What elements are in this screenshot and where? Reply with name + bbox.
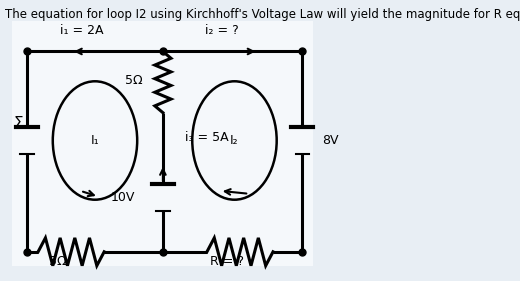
Text: 5Ω: 5Ω xyxy=(125,74,142,87)
Text: 5Ω: 5Ω xyxy=(49,255,67,268)
Text: The equation for loop I2 using Kirchhoff's Voltage Law will yield the magnitude : The equation for loop I2 using Kirchhoff… xyxy=(5,8,520,21)
Text: R = ?: R = ? xyxy=(210,255,244,268)
Text: Σ: Σ xyxy=(13,116,23,131)
Text: i₃ = 5A: i₃ = 5A xyxy=(185,131,229,144)
Text: i₁ = 2A: i₁ = 2A xyxy=(60,24,104,37)
Text: I₁: I₁ xyxy=(90,134,99,147)
Text: I₂: I₂ xyxy=(230,134,239,147)
Text: i₂ = ?: i₂ = ? xyxy=(205,24,239,37)
FancyBboxPatch shape xyxy=(12,21,314,266)
Text: 10V: 10V xyxy=(111,191,135,204)
Text: 8V: 8V xyxy=(322,134,339,147)
